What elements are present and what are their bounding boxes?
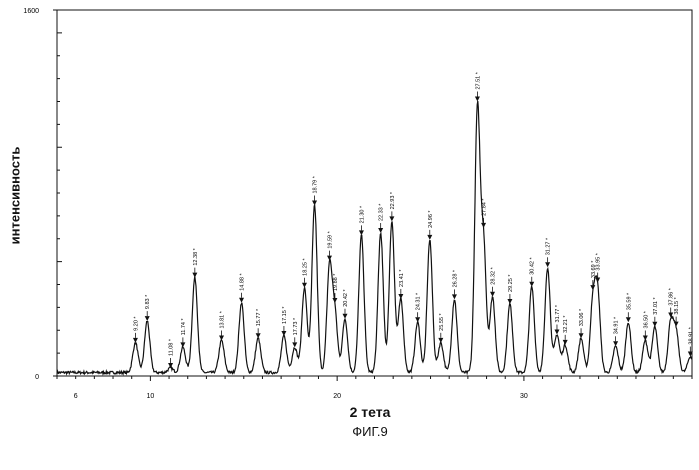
peak-label: 22.33 *	[379, 203, 385, 221]
peak-label: 14.88 *	[240, 273, 246, 291]
peak-label: 12.38 *	[193, 247, 199, 265]
peak-label: 22.93 *	[390, 191, 396, 209]
peak-label: 17.15 *	[282, 306, 288, 324]
peak-marker	[427, 235, 432, 240]
x-axis-label: 2 тета	[300, 404, 440, 420]
peak-marker	[545, 262, 550, 267]
peak-marker	[475, 97, 480, 102]
peak-label: 19.88 *	[333, 273, 339, 291]
peak-marker	[342, 314, 347, 319]
peak-label: 11.74 *	[181, 318, 187, 336]
peak-label: 18.25 *	[302, 258, 308, 276]
peak-marker	[674, 322, 679, 327]
peak-label: 29.25 *	[508, 274, 514, 292]
peak-label: 18.79 *	[313, 175, 319, 193]
peak-marker	[180, 342, 185, 347]
y-tick-label: 1600	[23, 8, 39, 15]
peak-marker	[595, 278, 600, 283]
peak-label: 33.95 *	[596, 252, 602, 270]
y-axis-label-text: интенсивность	[8, 146, 23, 244]
peak-label: 19.59 *	[327, 230, 333, 248]
peak-label: 15.77 *	[256, 308, 262, 326]
x-tick-label: 6	[74, 393, 78, 400]
peak-label: 11.08 *	[169, 338, 175, 356]
peak-marker	[626, 317, 631, 322]
peak-marker	[590, 285, 595, 290]
peak-label: 13.81 *	[220, 310, 226, 328]
peak-marker	[389, 216, 394, 221]
y-tick-label: 0	[35, 374, 39, 381]
peak-marker	[554, 329, 559, 334]
figure-caption: ФИГ.9	[320, 424, 420, 439]
y-axis-ticks: 0 1600	[23, 8, 62, 381]
peak-label: 17.73 *	[293, 317, 299, 335]
y-axis-label: интенсивность	[4, 60, 26, 330]
peak-label: 28.32 *	[491, 266, 497, 284]
peak-marker	[145, 316, 150, 321]
peak-label: 36.50 *	[643, 310, 649, 328]
peak-marker	[481, 223, 486, 228]
peak-marker	[452, 294, 457, 299]
x-axis-ticks: 6 10 20 30	[57, 376, 692, 400]
peak-marker	[256, 333, 261, 338]
peak-marker	[378, 228, 383, 233]
peak-label: 9.83 *	[145, 294, 151, 309]
peak-marker	[292, 342, 297, 347]
x-tick-label: 20	[333, 393, 341, 400]
peak-label: 30.42 *	[530, 256, 536, 274]
peak-marker	[302, 283, 307, 288]
peak-label: 35.59 *	[626, 292, 632, 310]
peak-marker	[438, 338, 443, 343]
peak-marker	[133, 338, 138, 343]
peak-label: 25.55 *	[439, 313, 445, 331]
peak-marker	[415, 317, 420, 322]
peak-marker	[529, 282, 534, 287]
x-tick-label: 30	[520, 393, 528, 400]
diffraction-pattern-line	[57, 101, 692, 374]
peak-label: 37.01 *	[653, 296, 659, 314]
x-tick-label: 10	[146, 393, 154, 400]
peak-label: 24.96 *	[428, 210, 434, 228]
peak-label: 20.42 *	[343, 288, 349, 306]
peak-label: 38.91 *	[688, 326, 694, 344]
peak-label: 27.51 *	[475, 71, 481, 89]
peak-marker	[219, 336, 224, 341]
peak-marker	[643, 335, 648, 340]
peak-marker	[359, 230, 364, 235]
plot-frame	[57, 10, 692, 376]
peak-marker	[312, 201, 317, 206]
peak-marker	[563, 340, 568, 345]
peak-marker	[332, 298, 337, 303]
peak-marker	[281, 331, 286, 336]
peak-label: 38.15 *	[674, 296, 680, 314]
peak-marker	[398, 294, 403, 299]
peak-label: 31.27 *	[546, 237, 552, 255]
peak-label: 23.41 *	[399, 269, 405, 287]
peak-marker	[652, 322, 657, 327]
peak-label: 26.28 *	[452, 269, 458, 287]
peak-label: 21.30 *	[359, 205, 365, 223]
peak-label: 34.91 *	[614, 316, 620, 334]
peak-label: 9.20 *	[133, 316, 139, 331]
peak-marker	[239, 298, 244, 303]
peak-marker	[579, 333, 584, 338]
peak-markers: 9.20 * 9.83 * 11.08 * 11.74 * 12.38 * 13.81 *…	[133, 71, 694, 368]
peak-marker	[507, 299, 512, 304]
peak-marker	[613, 341, 618, 346]
peak-marker	[192, 273, 197, 278]
peak-label: 32.21 *	[563, 315, 569, 333]
peak-marker	[327, 256, 332, 261]
peak-label: 24.31 *	[416, 292, 422, 310]
peak-label: 27.84 *	[482, 198, 488, 216]
peak-label: 31.77 *	[555, 304, 561, 322]
peak-label: 33.06 *	[579, 308, 585, 326]
peak-marker	[490, 292, 495, 297]
